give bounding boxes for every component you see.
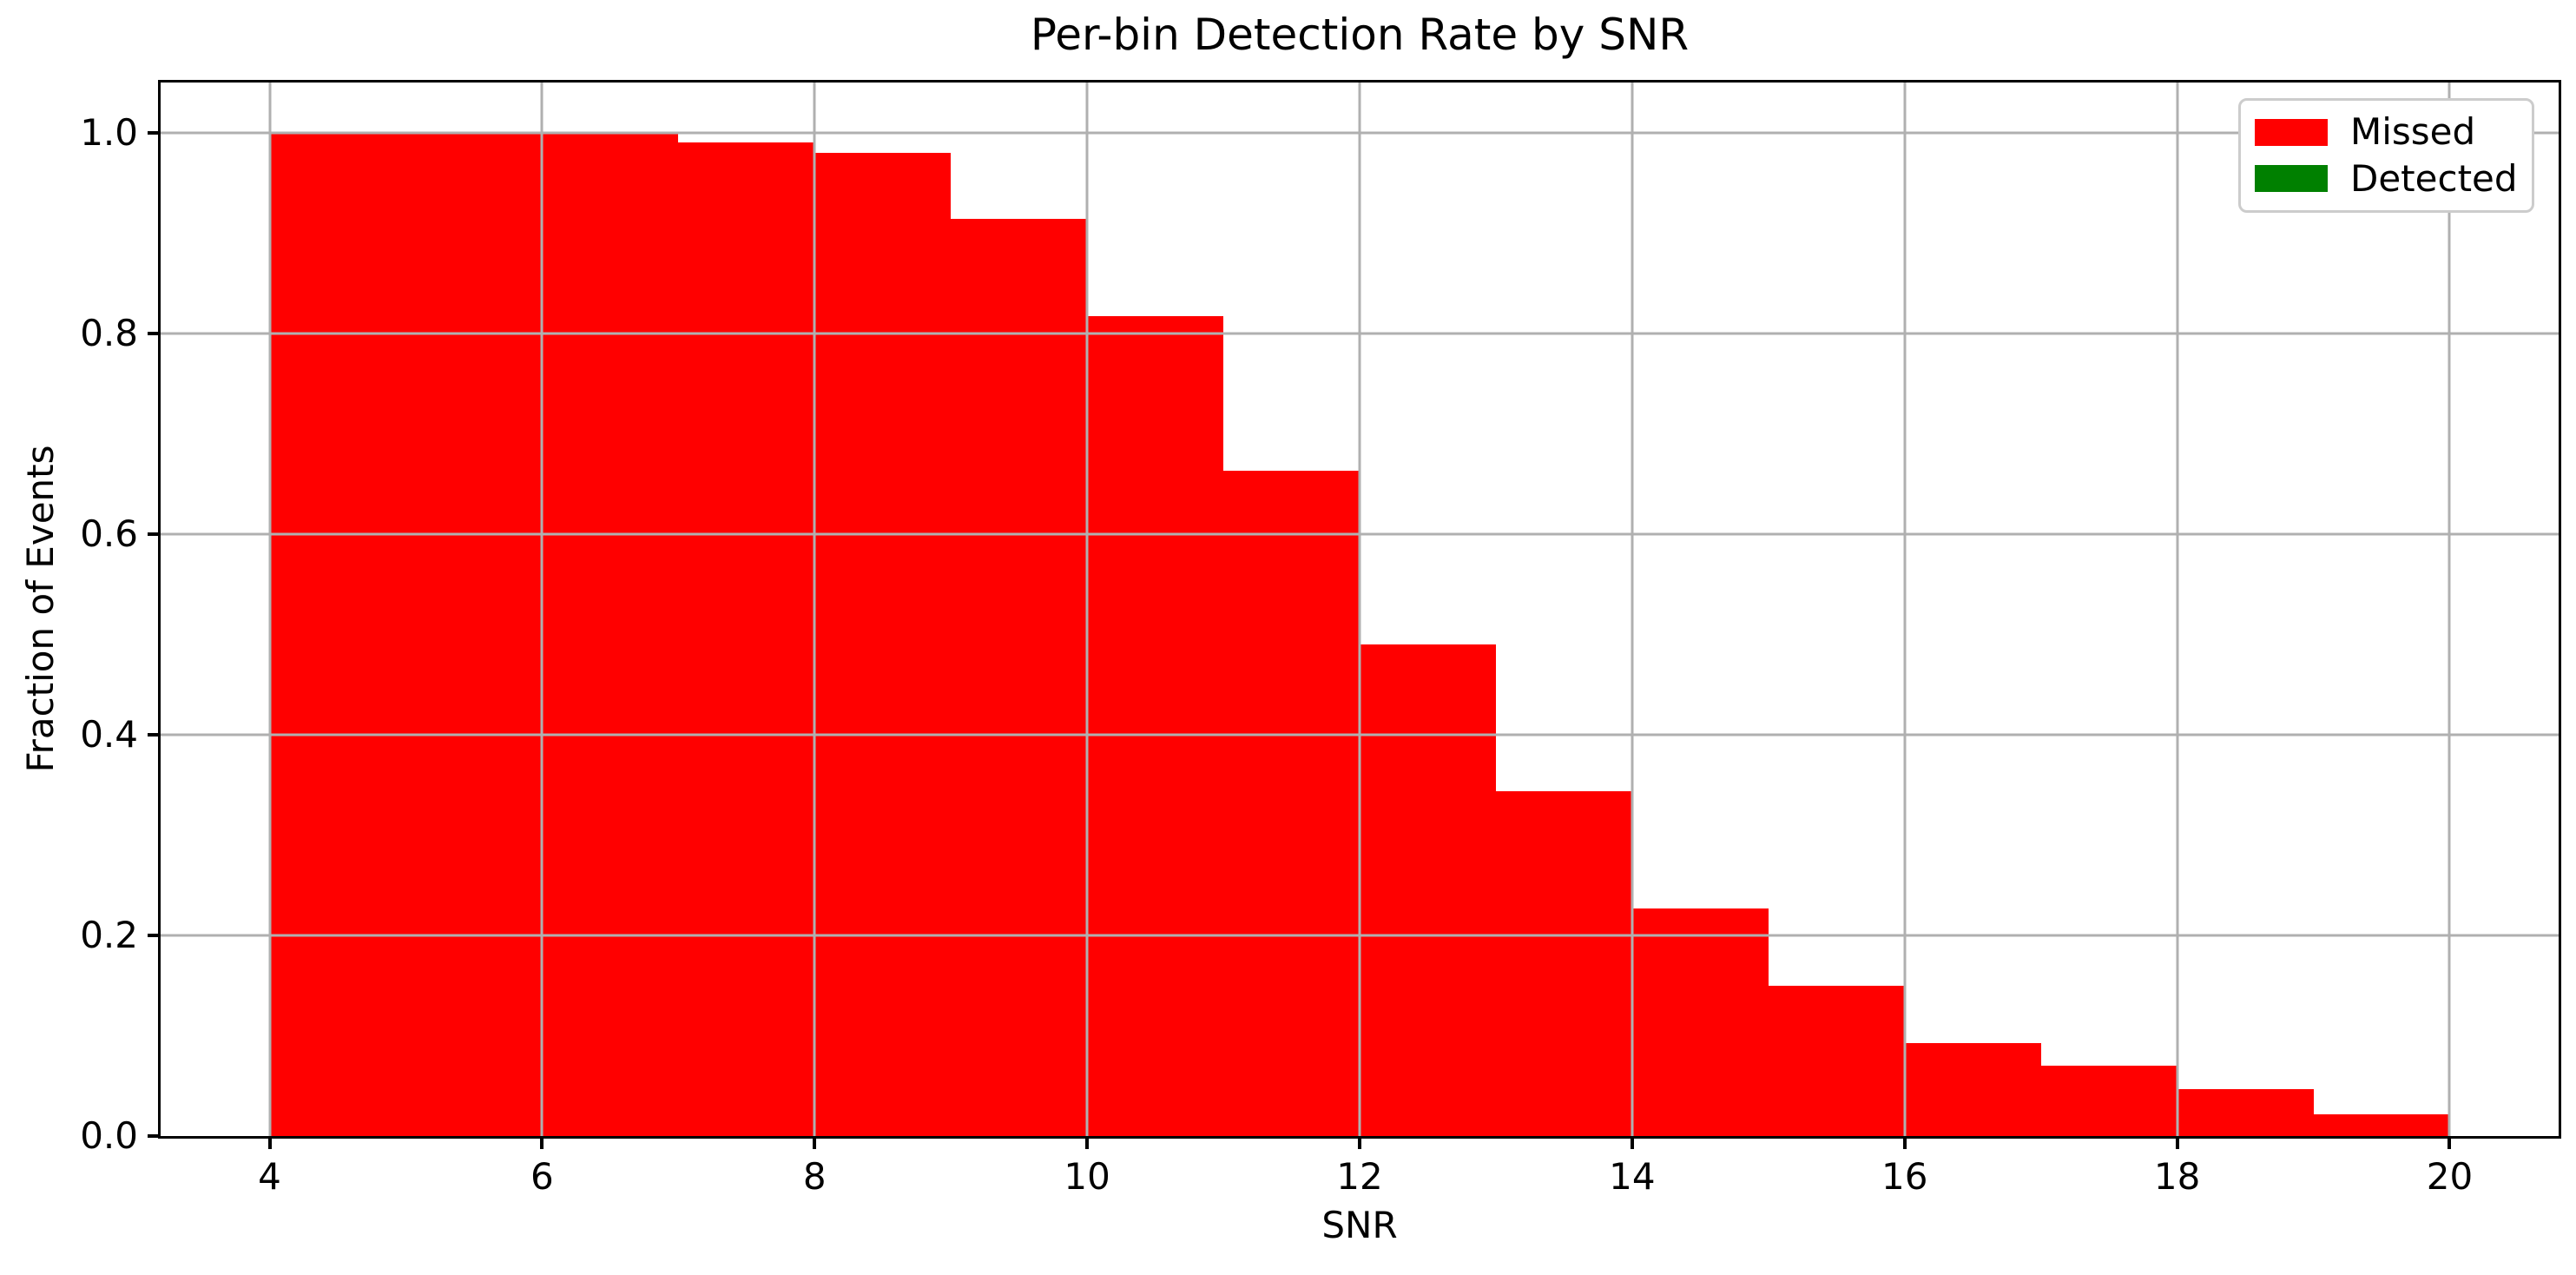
bar-missed-bin-7-8 <box>678 142 815 1136</box>
gridline-y-0.8 <box>161 332 2559 335</box>
y-tick-label-0.2: 0.2 <box>80 913 138 956</box>
x-tick-label-16: 16 <box>1881 1155 1928 1198</box>
x-tick-label-12: 12 <box>1336 1155 1383 1198</box>
y-axis-label: Fraction of Events <box>19 445 62 773</box>
y-tick-0.0 <box>148 1134 161 1138</box>
bar-missed-bin-8-9 <box>814 152 952 1136</box>
gridline-x-8 <box>813 83 816 1136</box>
x-tick-label-18: 18 <box>2153 1155 2201 1198</box>
legend-swatch-missed <box>2255 118 2328 146</box>
legend-label-missed: Missed <box>2350 110 2476 154</box>
y-tick-0.2 <box>148 933 161 937</box>
gridline-x-12 <box>1358 83 1361 1136</box>
x-tick-label-10: 10 <box>1064 1155 1110 1198</box>
x-tick-label-20: 20 <box>2426 1155 2474 1198</box>
legend-swatch-detected <box>2255 165 2328 193</box>
bar-missed-bin-5-6 <box>405 132 543 1136</box>
bar-missed-bin-4-5 <box>269 132 406 1136</box>
bar-missed-bin-14-15 <box>1631 908 1769 1136</box>
gridline-x-20 <box>2448 83 2451 1136</box>
bar-missed-bin-17-18 <box>2040 1066 2177 1136</box>
gridline-x-6 <box>540 83 544 1136</box>
x-tick-6 <box>540 1136 544 1149</box>
gridline-y-1 <box>161 131 2559 135</box>
y-tick-label-0.6: 0.6 <box>80 512 138 555</box>
x-tick-18 <box>2175 1136 2179 1149</box>
x-tick-20 <box>2448 1136 2452 1149</box>
bar-missed-bin-13-14 <box>1495 790 1632 1136</box>
bar-missed-bin-19-20 <box>2313 1113 2450 1136</box>
gridline-y-0.4 <box>161 733 2559 737</box>
y-tick-0.4 <box>148 732 161 737</box>
y-tick-label-1.0: 1.0 <box>80 110 138 154</box>
plot-area: 4 6 8 10 12 14 16 18 20 0.0 0.2 0.4 0.6 0.8 1.0 <box>80 80 2561 1195</box>
x-tick-8 <box>813 1136 817 1149</box>
bar-missed-bin-11-12 <box>1223 471 1360 1136</box>
bar-missed-bin-9-10 <box>951 219 1088 1136</box>
x-tick-label-6: 6 <box>530 1155 554 1198</box>
x-tick-16 <box>1902 1136 1907 1149</box>
bar-missed-bin-10-11 <box>1087 316 1224 1136</box>
legend-label-detected: Detected <box>2350 156 2518 200</box>
y-tick-0.6 <box>148 532 161 536</box>
y-tick-0.8 <box>148 331 161 335</box>
bar-missed-bin-12-13 <box>1360 644 1496 1136</box>
x-tick-14 <box>1630 1136 1634 1149</box>
legend-entry-missed: Missed <box>2255 114 2532 150</box>
gridline-x-14 <box>1631 83 1634 1136</box>
bar-missed-bin-15-16 <box>1768 985 1905 1136</box>
chart-title: Per-bin Detection Rate by SNR <box>1030 10 1690 60</box>
gridline-x-4 <box>268 83 272 1136</box>
x-tick-label-4: 4 <box>258 1155 281 1198</box>
x-tick-12 <box>1358 1136 1361 1149</box>
gridline-x-16 <box>1903 83 1907 1136</box>
x-tick-label-8: 8 <box>802 1155 827 1198</box>
gridline-x-10 <box>1085 83 1089 1136</box>
gridline-x-18 <box>2176 83 2179 1136</box>
x-tick-4 <box>267 1136 272 1149</box>
y-tick-label-0.0: 0.0 <box>80 1114 138 1157</box>
y-tick-label-0.8: 0.8 <box>80 311 138 354</box>
gridline-y-0.2 <box>161 934 2559 937</box>
legend-entry-detected: Detected <box>2255 156 2532 200</box>
y-tick-1.0 <box>148 130 161 135</box>
bar-missed-bin-6-7 <box>542 132 679 1136</box>
gridline-y-0.6 <box>161 532 2559 536</box>
legend: Missed Detected <box>2238 98 2534 213</box>
x-tick-10 <box>1085 1136 1090 1149</box>
bar-missed-bin-16-17 <box>1904 1042 2041 1136</box>
y-tick-label-0.4: 0.4 <box>80 712 138 756</box>
x-axis-label: SNR <box>1321 1204 1398 1246</box>
bar-missed-bin-18-19 <box>2177 1088 2314 1136</box>
x-tick-label-14: 14 <box>1609 1155 1656 1198</box>
